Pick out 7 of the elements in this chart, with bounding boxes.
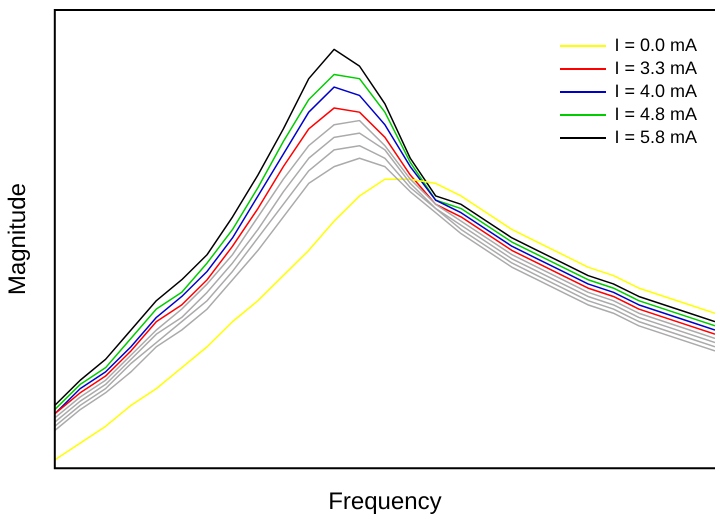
legend-label: I = 3.3 mA <box>614 57 697 80</box>
y-axis-title: Magnitude <box>4 183 32 296</box>
legend-label: I = 4.8 mA <box>614 103 697 126</box>
x-axis-title: Frequency <box>328 488 442 516</box>
legend-label: I = 0.0 mA <box>614 34 697 57</box>
legend-label: I = 5.8 mA <box>614 126 697 149</box>
legend-label: I = 4.0 mA <box>614 80 697 103</box>
